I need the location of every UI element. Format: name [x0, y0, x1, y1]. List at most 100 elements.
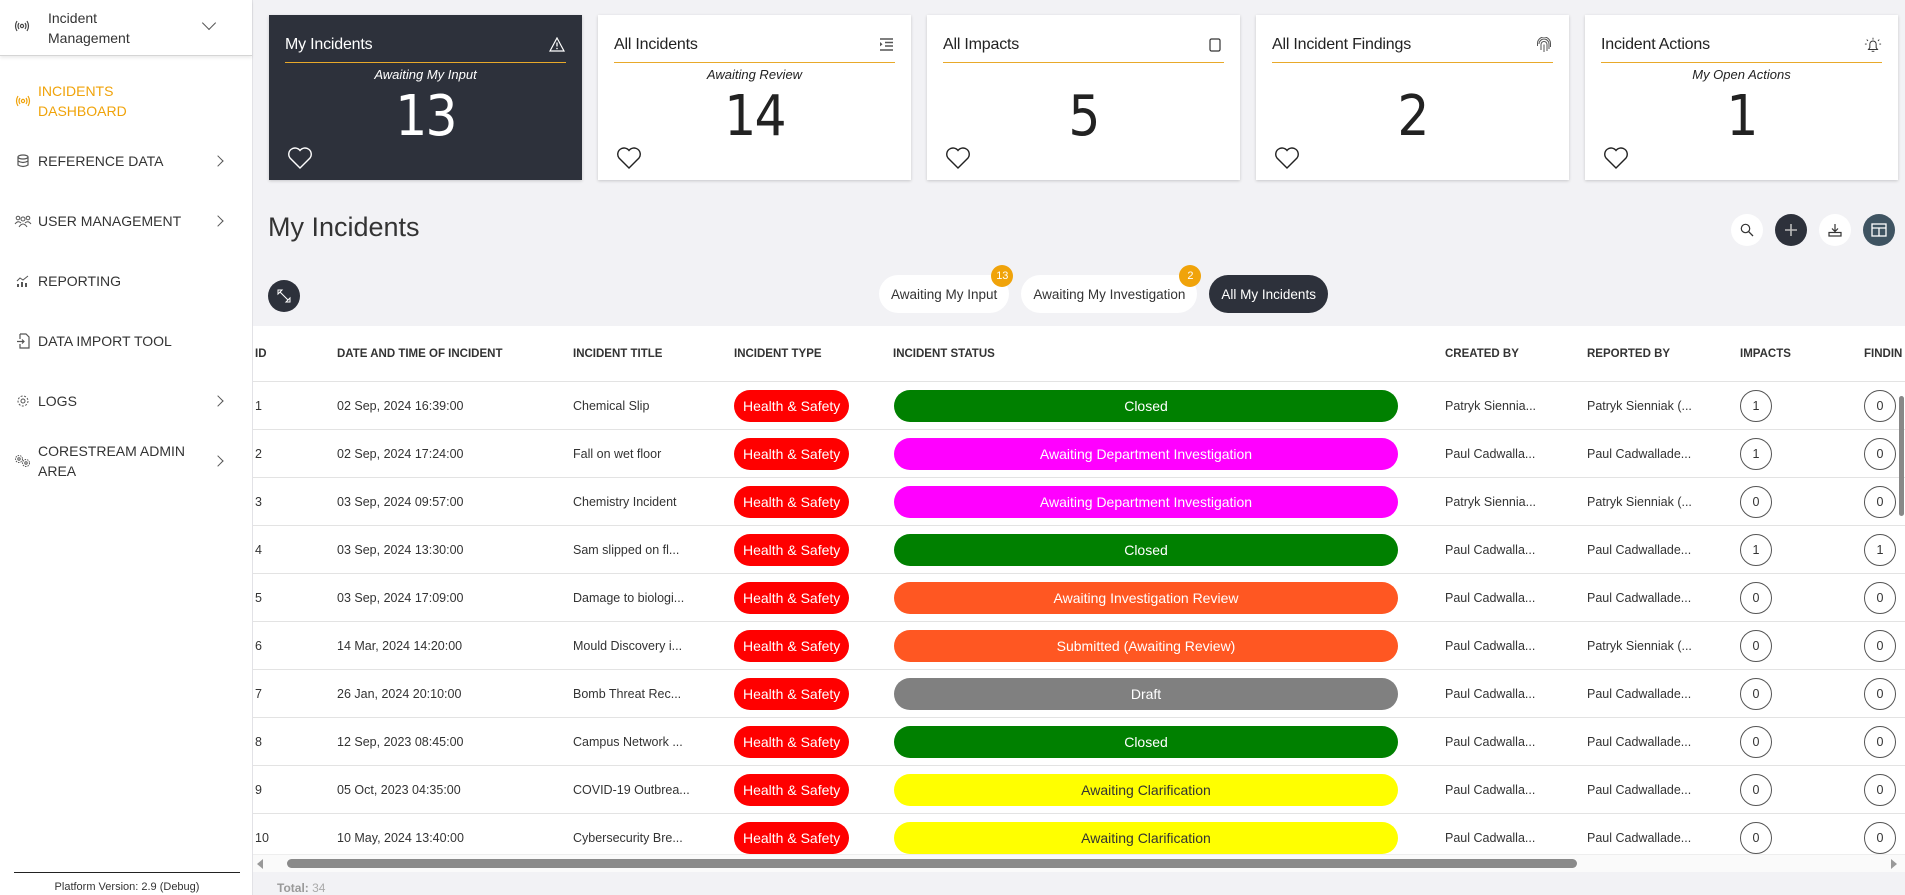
scroll-left-arrow[interactable]	[257, 859, 263, 869]
table-row[interactable]: 10 10 May, 2024 13:40:00 Cybersecurity B…	[253, 814, 1905, 862]
filter-all-my-incidents[interactable]: All My Incidents	[1209, 275, 1328, 313]
cell-id: 4	[255, 542, 262, 557]
cell-id: 8	[255, 734, 262, 749]
table-row[interactable]: 2 02 Sep, 2024 17:24:00 Fall on wet floo…	[253, 430, 1905, 478]
column-header-reported-by[interactable]: REPORTED BY	[1587, 347, 1671, 360]
bell-alert-icon	[1864, 36, 1882, 54]
table-row[interactable]: 6 14 Mar, 2024 14:20:00 Mould Discovery …	[253, 622, 1905, 670]
sidebar-item-reporting[interactable]: Reporting	[0, 251, 252, 311]
cell-type: Health & Safety	[734, 773, 893, 806]
card-subtitle: My Open Actions	[1692, 67, 1791, 82]
column-header-impacts[interactable]: IMPACTS	[1740, 347, 1791, 360]
cell-findings: 0	[1864, 437, 1905, 470]
card-all-incidents[interactable]: All Incidents Awaiting Review 14	[598, 15, 911, 180]
card-all-incident-findings[interactable]: All Incident Findings 2	[1256, 15, 1569, 180]
filter-awaiting-my-input[interactable]: Awaiting My Input 13	[879, 265, 1014, 313]
cell-id: 5	[255, 590, 262, 605]
findings-count[interactable]: 0	[1864, 821, 1896, 854]
column-header-date[interactable]: DATE AND TIME OF INCIDENT	[337, 347, 503, 360]
table-row[interactable]: 4 03 Sep, 2024 13:30:00 Sam slipped on f…	[253, 526, 1905, 574]
layout-button[interactable]	[1863, 214, 1895, 246]
warning-icon	[548, 36, 566, 54]
expand-button[interactable]	[268, 280, 300, 312]
heart-icon[interactable]	[287, 146, 313, 170]
horizontal-scrollbar[interactable]	[253, 854, 1905, 872]
expand-icon	[277, 289, 291, 303]
findings-count[interactable]: 1	[1864, 533, 1896, 566]
card-incident-actions[interactable]: Incident Actions My Open Actions 1	[1585, 15, 1898, 180]
cell-status: Awaiting Clarification	[893, 773, 1445, 806]
column-header-status[interactable]: INCIDENT STATUS	[893, 347, 995, 360]
card-all-impacts[interactable]: All Impacts 5	[927, 15, 1240, 180]
scroll-right-arrow[interactable]	[1891, 859, 1897, 869]
findings-count[interactable]: 0	[1864, 389, 1896, 422]
filter-awaiting-my-investigation[interactable]: Awaiting My Investigation 2	[1021, 265, 1202, 313]
download-button[interactable]	[1819, 214, 1851, 246]
scrollbar-thumb[interactable]	[1899, 396, 1904, 516]
findings-count[interactable]: 0	[1864, 437, 1896, 470]
findings-count[interactable]: 0	[1864, 629, 1896, 662]
scrollbar-thumb[interactable]	[287, 859, 1577, 868]
impacts-count[interactable]: 1	[1740, 533, 1772, 566]
divider	[14, 872, 240, 873]
findings-count[interactable]: 0	[1864, 581, 1896, 614]
impacts-count[interactable]: 0	[1740, 677, 1772, 710]
card-value: 1	[1726, 84, 1758, 149]
sidebar-item-logs[interactable]: Logs	[0, 371, 252, 431]
cell-reported-by: Paul Cadwallade...	[1587, 734, 1692, 749]
findings-count[interactable]: 0	[1864, 773, 1896, 806]
column-header-title[interactable]: INCIDENT TITLE	[573, 347, 663, 360]
column-header-findings[interactable]: FINDIN	[1864, 347, 1903, 360]
table-row[interactable]: 3 03 Sep, 2024 09:57:00 Chemistry Incide…	[253, 478, 1905, 526]
sidebar-item-label: Reporting	[38, 273, 121, 289]
impacts-count[interactable]: 0	[1740, 629, 1772, 662]
table-row[interactable]: 1 02 Sep, 2024 16:39:00 Chemical Slip He…	[253, 382, 1905, 430]
app-switcher[interactable]: Incident Management	[0, 0, 252, 56]
impacts-count[interactable]: 0	[1740, 581, 1772, 614]
sidebar-item-data-import-tool[interactable]: Data Import Tool	[0, 311, 252, 371]
impacts-count[interactable]: 1	[1740, 389, 1772, 422]
heart-icon[interactable]	[1274, 146, 1300, 170]
card-header: All Incidents	[614, 33, 895, 63]
sidebar-item-corestream-admin-area[interactable]: Corestream Admin Area	[0, 431, 252, 491]
table-row[interactable]: 7 26 Jan, 2024 20:10:00 Bomb Threat Rec.…	[253, 670, 1905, 718]
search-button[interactable]	[1731, 214, 1763, 246]
cell-created-by: Paul Cadwalla...	[1445, 830, 1536, 845]
status-badge: Draft	[894, 677, 1398, 710]
heart-icon[interactable]	[945, 146, 971, 170]
impacts-count[interactable]: 1	[1740, 437, 1772, 470]
findings-count[interactable]: 0	[1864, 677, 1896, 710]
sidebar-item-label: Corestream Admin Area	[38, 443, 186, 479]
cell-findings: 0	[1864, 725, 1905, 758]
findings-count[interactable]: 0	[1864, 485, 1896, 518]
cell-created-by: Paul Cadwalla...	[1445, 590, 1536, 605]
table-row[interactable]: 9 05 Oct, 2023 04:35:00 COVID-19 Outbrea…	[253, 766, 1905, 814]
vertical-scrollbar[interactable]	[1899, 386, 1905, 851]
findings-count[interactable]: 0	[1864, 725, 1896, 758]
cell-title: Chemical Slip	[573, 398, 650, 413]
impacts-count[interactable]: 0	[1740, 725, 1772, 758]
cell-reported-by: Patryk Sienniak (...	[1587, 638, 1692, 653]
app-name: Incident Management	[48, 9, 130, 46]
cell-reported-by: Paul Cadwallade...	[1587, 686, 1692, 701]
file-import-icon	[14, 332, 32, 350]
impacts-count[interactable]: 0	[1740, 485, 1772, 518]
add-button[interactable]	[1775, 214, 1807, 246]
table-row[interactable]: 5 03 Sep, 2024 17:09:00 Damage to biolog…	[253, 574, 1905, 622]
database-icon	[14, 152, 32, 170]
sidebar-item-reference-data[interactable]: Reference Data	[0, 131, 252, 191]
sidebar-item-user-management[interactable]: User Management	[0, 191, 252, 251]
impacts-count[interactable]: 0	[1740, 773, 1772, 806]
cell-status: Awaiting Clarification	[893, 821, 1445, 854]
column-header-created-by[interactable]: CREATED BY	[1445, 347, 1519, 360]
column-header-type[interactable]: INCIDENT TYPE	[734, 347, 822, 360]
heart-icon[interactable]	[616, 146, 642, 170]
impacts-count[interactable]: 0	[1740, 821, 1772, 854]
table-row[interactable]: 8 12 Sep, 2023 08:45:00 Campus Network .…	[253, 718, 1905, 766]
column-header-id[interactable]: ID	[255, 347, 267, 360]
table-body: 1 02 Sep, 2024 16:39:00 Chemical Slip He…	[253, 382, 1905, 862]
sidebar-item-incidents-dashboard[interactable]: Incidents Dashboard	[0, 71, 252, 131]
cell-findings: 0	[1864, 581, 1905, 614]
heart-icon[interactable]	[1603, 146, 1629, 170]
card-my-incidents[interactable]: My Incidents Awaiting My Input 13	[269, 15, 582, 180]
